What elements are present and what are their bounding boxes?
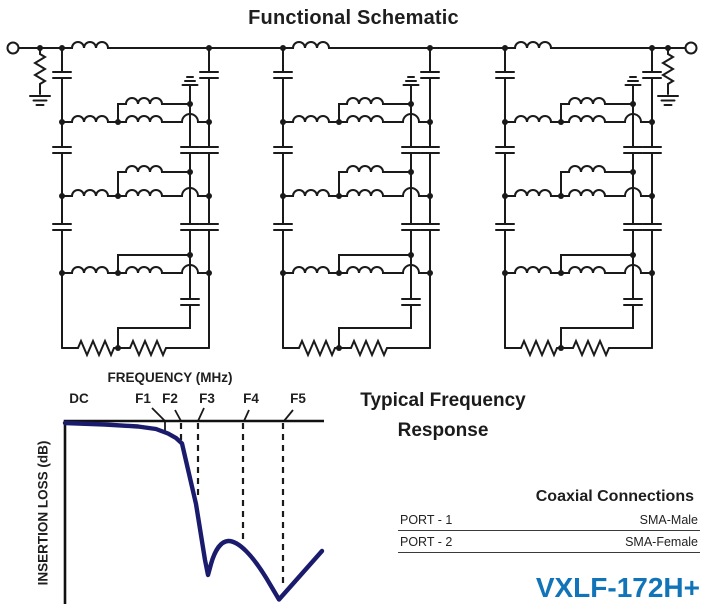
port-2-output [651, 41, 698, 106]
table-row: PORT - 2 SMA-Female [398, 531, 700, 553]
tick-f2: F2 [162, 391, 178, 406]
tick-f3: F3 [199, 391, 215, 406]
filter-section-3 [495, 41, 662, 356]
coaxial-connections-heading: Coaxial Connections [535, 488, 694, 505]
frequency-response-plot [62, 407, 325, 604]
heading-line-2: Response [397, 420, 489, 441]
functional-schematic-diagram [6, 41, 698, 356]
port-2-label: PORT - 2 [400, 535, 453, 549]
output-termination-resistor [661, 47, 675, 95]
typical-frequency-response-heading: Typical Frequency Response [336, 386, 550, 446]
port-1-connector: SMA-Male [639, 513, 698, 527]
frequency-axis-label: FREQUENCY (MHz) [107, 370, 233, 385]
tick-leader-lines [151, 407, 294, 433]
port-1-label: PORT - 1 [400, 513, 453, 527]
input-termination-resistor [33, 47, 47, 95]
tick-f1: F1 [135, 391, 151, 406]
tick-f5: F5 [290, 391, 306, 406]
ground-icon [657, 95, 679, 106]
ground-icon [29, 95, 51, 106]
port-2-connector: SMA-Female [625, 535, 698, 549]
filter-section-2 [273, 41, 440, 356]
tick-f4: F4 [243, 391, 259, 406]
part-number: VXLF-172H+ [535, 572, 700, 603]
functional-schematic-title: Functional Schematic [248, 7, 459, 29]
filter-section-1 [52, 41, 219, 356]
insertion-loss-curve [62, 420, 325, 602]
coaxial-connections-table: Coaxial Connections PORT - 1 SMA-Male PO… [398, 488, 700, 553]
port-1-input [6, 41, 63, 106]
heading-line-1: Typical Frequency [360, 390, 526, 411]
table-row: PORT - 1 SMA-Male [398, 509, 700, 531]
chart-axes [63, 419, 324, 604]
tick-dc: DC [69, 391, 89, 406]
